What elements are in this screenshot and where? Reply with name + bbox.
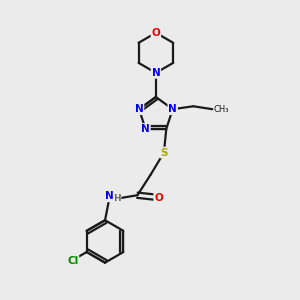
Text: S: S [160,148,168,158]
Text: O: O [152,28,160,38]
Text: H: H [113,194,121,203]
Text: CH₃: CH₃ [214,105,230,114]
Text: N: N [105,191,114,201]
Text: Cl: Cl [67,256,79,266]
Text: N: N [152,68,160,78]
Text: N: N [168,104,177,114]
Text: N: N [141,124,150,134]
Text: N: N [135,104,143,114]
Text: O: O [154,193,163,202]
